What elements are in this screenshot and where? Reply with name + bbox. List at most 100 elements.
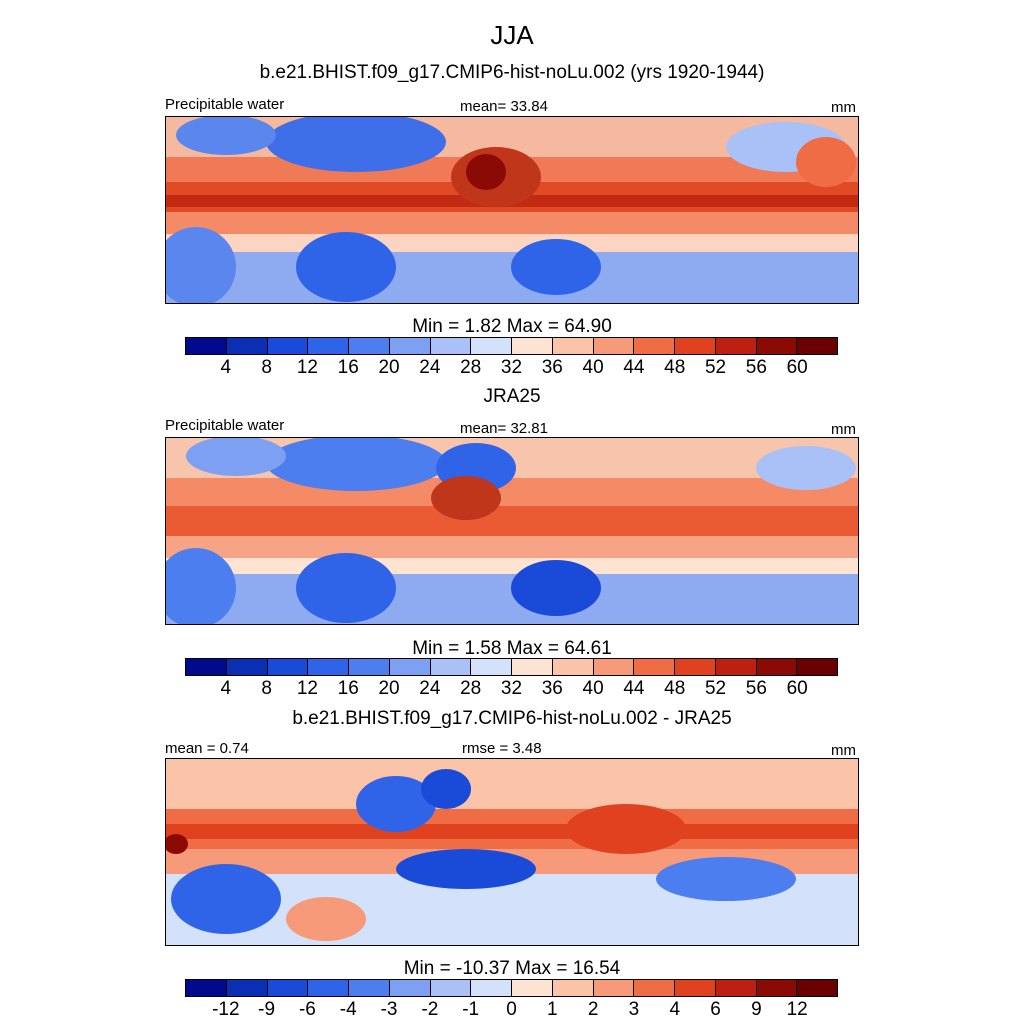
panel-2-mean-label: mean= 32.81 — [460, 420, 548, 437]
panel-3-colorbar-ticks: -12 -9 -6 -4 -3 -2 -1 0 1 2 3 4 6 9 12 — [185, 999, 838, 1021]
colorbar-tick-label: 28 — [460, 357, 482, 378]
colorbar-tick-label: 36 — [541, 357, 563, 378]
colorbar-tick-label: 40 — [582, 357, 604, 378]
panel-1-mean-label: mean= 33.84 — [460, 98, 548, 115]
colorbar-tick-label: -9 — [258, 999, 276, 1020]
colorbar-swatch — [552, 338, 594, 354]
colorbar-swatch — [552, 659, 594, 675]
colorbar-tick-label: 1 — [547, 999, 558, 1020]
colorbar-swatch — [471, 980, 512, 996]
colorbar-swatch — [797, 338, 837, 354]
colorbar-swatch — [349, 659, 390, 675]
panel-1-minmax: Min = 1.82 Max = 64.90 — [412, 316, 612, 337]
colorbar-swatch — [186, 659, 227, 675]
colorbar-swatch — [512, 980, 553, 996]
colorbar-swatch — [634, 980, 675, 996]
colorbar-tick-label: 60 — [786, 678, 808, 699]
colorbar-swatch — [634, 659, 675, 675]
panel-2-variable-label: Precipitable water — [165, 417, 285, 434]
colorbar-swatch — [715, 980, 757, 996]
colorbar-tick-label: 24 — [419, 357, 441, 378]
colorbar-swatch — [267, 338, 309, 354]
colorbar-swatch — [430, 338, 472, 354]
colorbar-swatch — [430, 980, 472, 996]
colorbar-swatch — [675, 659, 716, 675]
colorbar-swatch — [593, 338, 635, 354]
colorbar-tick-label: 20 — [378, 678, 400, 699]
panel-2-units-label: mm — [831, 421, 856, 438]
colorbar-tick-label: 36 — [541, 678, 563, 699]
panel-3-units-label: mm — [831, 742, 856, 759]
panel-1-colorbar-ticks: 4 8 12 16 20 24 28 32 36 40 44 48 52 56 60 — [185, 357, 838, 379]
panel-3-mean-label: mean = 0.74 — [165, 740, 249, 757]
colorbar-swatch — [267, 659, 309, 675]
panel-3-field — [166, 759, 858, 945]
panel-1-variable-label: Precipitable water — [165, 96, 285, 113]
panel-1-field — [166, 117, 858, 303]
colorbar-swatch — [797, 659, 837, 675]
colorbar-swatch — [756, 980, 798, 996]
colorbar-tick-label: 12 — [786, 999, 808, 1020]
colorbar-swatch — [308, 980, 349, 996]
colorbar-swatch — [552, 980, 594, 996]
colorbar-tick-label: 4 — [220, 678, 232, 699]
colorbar-tick-label: 8 — [261, 678, 272, 699]
colorbar-tick-label: -2 — [421, 999, 439, 1020]
colorbar-tick-label: -1 — [462, 999, 480, 1020]
colorbar-swatch — [226, 980, 268, 996]
colorbar-tick-label: 48 — [664, 678, 686, 699]
colorbar-tick-label: -6 — [298, 999, 316, 1020]
colorbar-tick-label: 52 — [704, 357, 727, 378]
panel-2-colorbar-ticks: 4 8 12 16 20 24 28 32 36 40 44 48 52 56 60 — [185, 678, 838, 700]
colorbar-tick-label: 4 — [220, 357, 232, 378]
colorbar-swatch — [308, 338, 349, 354]
colorbar-swatch — [797, 980, 837, 996]
colorbar-tick-label: 12 — [296, 357, 319, 378]
colorbar-tick-label: 44 — [623, 678, 645, 699]
colorbar-tick-label: 24 — [419, 678, 441, 699]
colorbar-swatch — [226, 659, 268, 675]
colorbar-swatch — [756, 338, 798, 354]
colorbar-tick-label: 48 — [664, 357, 686, 378]
colorbar-tick-label: 44 — [623, 357, 645, 378]
panel-3-colorbar — [185, 979, 838, 997]
colorbar-tick-label: 32 — [500, 357, 523, 378]
colorbar-tick-label: 3 — [628, 999, 640, 1020]
colorbar-swatch — [186, 980, 227, 996]
colorbar-swatch — [715, 659, 757, 675]
colorbar-tick-label: -12 — [212, 999, 240, 1020]
panel-3-rmse-label: rmse = 3.48 — [462, 740, 542, 757]
colorbar-tick-label: 2 — [587, 999, 599, 1020]
colorbar-swatch — [389, 659, 431, 675]
colorbar-swatch — [593, 980, 635, 996]
colorbar-tick-label: 20 — [378, 357, 400, 378]
colorbar-tick-label: 4 — [669, 999, 681, 1020]
panel-1-heading: b.e21.BHIST.f09_g17.CMIP6-hist-noLu.002 … — [259, 62, 765, 83]
colorbar-swatch — [512, 338, 553, 354]
panel-2-heading: JRA25 — [483, 386, 541, 407]
colorbar-tick-label: 6 — [710, 999, 721, 1020]
panel-2-field — [166, 438, 858, 624]
figure-title: JJA — [490, 20, 534, 50]
colorbar-tick-label: 56 — [745, 678, 767, 699]
panel-1-map — [165, 116, 859, 304]
panel-3-minmax: Min = -10.37 Max = 16.54 — [403, 958, 621, 979]
panel-2-colorbar — [185, 658, 838, 676]
colorbar-tick-label: 60 — [786, 357, 808, 378]
colorbar-swatch — [226, 338, 268, 354]
colorbar-swatch — [471, 338, 512, 354]
colorbar-swatch — [186, 338, 227, 354]
colorbar-swatch — [308, 659, 349, 675]
colorbar-tick-label: 28 — [460, 678, 482, 699]
colorbar-swatch — [471, 659, 512, 675]
colorbar-swatch — [675, 338, 716, 354]
colorbar-tick-label: 12 — [296, 678, 319, 699]
colorbar-swatch — [675, 980, 716, 996]
colorbar-swatch — [349, 338, 390, 354]
colorbar-tick-label: 9 — [751, 999, 762, 1020]
panel-1-colorbar — [185, 337, 838, 355]
colorbar-tick-label: 16 — [337, 357, 359, 378]
colorbar-tick-label: 8 — [261, 357, 272, 378]
panel-2-map — [165, 437, 859, 625]
colorbar-swatch — [267, 980, 309, 996]
